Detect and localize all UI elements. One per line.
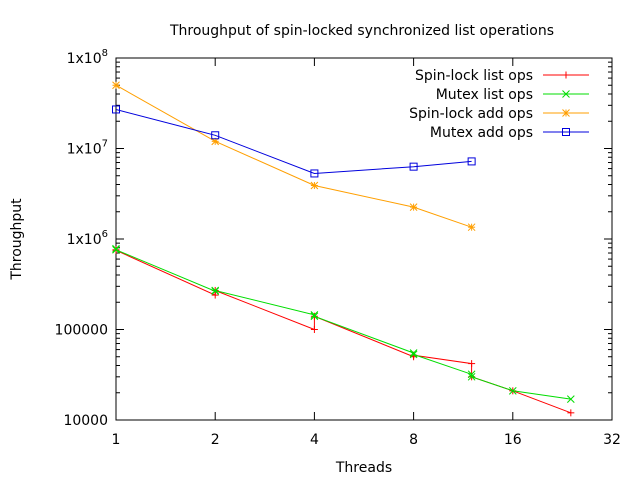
series-3 bbox=[112, 81, 476, 232]
data-point bbox=[211, 131, 220, 140]
legend-marker bbox=[562, 90, 570, 98]
x-tick-label: 2 bbox=[211, 432, 220, 448]
series-line bbox=[115, 109, 472, 175]
legend-marker bbox=[562, 128, 570, 136]
data-point bbox=[508, 386, 517, 395]
legend-label: Spin-lock list ops bbox=[415, 68, 533, 84]
data-point bbox=[409, 349, 418, 357]
data-point bbox=[467, 370, 476, 379]
data-point bbox=[211, 286, 220, 295]
data-point bbox=[467, 372, 476, 381]
legend-marker bbox=[562, 71, 570, 79]
data-point bbox=[566, 395, 575, 403]
legend-marker bbox=[562, 109, 570, 117]
x-axis-label: Threads bbox=[335, 460, 392, 476]
legend-item: Mutex list ops bbox=[436, 87, 589, 103]
series-1 bbox=[112, 246, 575, 417]
legend-item: Spin-lock add ops bbox=[409, 106, 589, 122]
data-point bbox=[112, 105, 120, 114]
data-point bbox=[310, 312, 319, 321]
data-point bbox=[310, 326, 318, 333]
y-tick-label: 1x107 bbox=[67, 139, 108, 158]
data-point bbox=[409, 203, 418, 211]
data-point bbox=[468, 360, 476, 368]
x-tick-label: 1 bbox=[112, 432, 121, 448]
data-point bbox=[310, 181, 319, 190]
data-point bbox=[409, 350, 418, 359]
x-tick-label: 16 bbox=[504, 432, 522, 448]
plot-area-frame bbox=[115, 57, 613, 421]
legend-item: Spin-lock list ops bbox=[415, 68, 589, 84]
data-point bbox=[567, 409, 575, 417]
series-layer bbox=[112, 81, 575, 417]
data-point bbox=[112, 244, 120, 253]
y-tick-label: 10000 bbox=[63, 413, 108, 429]
series-line bbox=[115, 249, 571, 414]
data-point bbox=[409, 162, 418, 171]
series-2 bbox=[112, 244, 575, 403]
x-tick-label: 4 bbox=[310, 432, 319, 448]
data-point bbox=[211, 287, 220, 296]
data-point bbox=[467, 223, 476, 232]
chart-title: Throughput of spin-locked synchronized l… bbox=[169, 23, 554, 39]
legend-label: Mutex list ops bbox=[436, 87, 533, 103]
legend: Spin-lock list ops Mutex list ops Spin-loc… bbox=[409, 68, 589, 141]
y-axis-label: Throughput bbox=[9, 198, 25, 281]
y-tick-label: 1x108 bbox=[67, 48, 108, 67]
series-4 bbox=[112, 105, 476, 178]
x-axis: 1 2 4 8 16 32 bbox=[112, 58, 621, 448]
data-point bbox=[112, 245, 120, 254]
legend-item: Mutex add ops bbox=[430, 125, 589, 141]
x-tick-label: 8 bbox=[409, 432, 418, 448]
data-point bbox=[112, 81, 120, 90]
legend-label: Spin-lock add ops bbox=[409, 106, 533, 122]
x-tick-label: 32 bbox=[603, 432, 621, 448]
data-point bbox=[310, 311, 319, 319]
y-tick-label: 100000 bbox=[55, 323, 108, 339]
y-tick-label: 1x106 bbox=[67, 229, 108, 248]
data-point bbox=[467, 157, 476, 166]
data-point bbox=[310, 169, 319, 178]
series-line bbox=[115, 248, 571, 400]
y-axis: 10000 100000 1x106 1x107 1x108 bbox=[55, 48, 612, 429]
legend-label: Mutex add ops bbox=[430, 125, 533, 141]
